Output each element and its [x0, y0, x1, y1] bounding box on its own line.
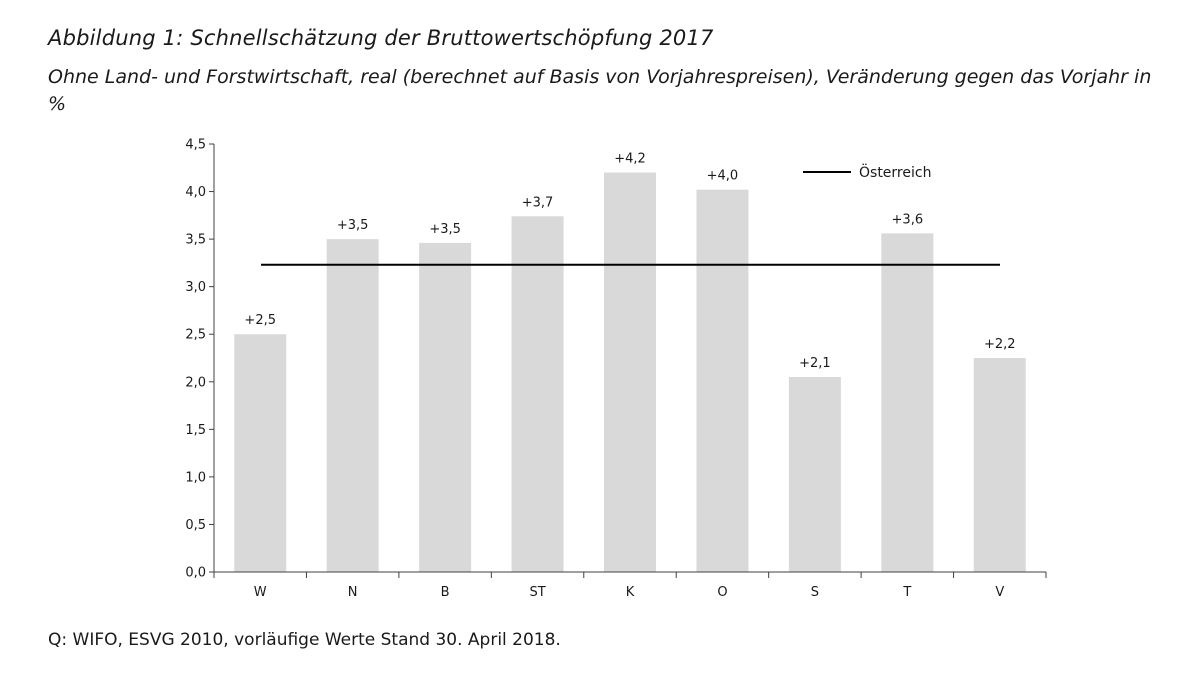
data-label: +4,2 — [614, 152, 646, 167]
bar-v — [973, 358, 1026, 572]
bar-st — [511, 216, 564, 573]
x-tick-label: B — [441, 585, 450, 600]
legend-label-oesterreich: Österreich — [859, 163, 931, 181]
y-tick-label: 0,5 — [185, 518, 206, 533]
chart-title: Abbildung 1: Schnellschätzung der Brutto… — [48, 26, 714, 50]
bar-t — [881, 233, 934, 572]
data-label: +3,7 — [522, 195, 554, 210]
bar-w — [234, 334, 287, 572]
y-tick-label: 2,0 — [185, 375, 206, 390]
data-label: +2,1 — [799, 356, 831, 371]
y-tick-label: 4,5 — [185, 138, 206, 153]
data-label: +3,6 — [892, 212, 924, 227]
bar-chart: 0,00,51,01,52,02,53,03,54,04,5W N B ST K O S T V… — [185, 138, 1047, 600]
x-tick-label: K — [626, 585, 635, 600]
data-label: +3,5 — [337, 218, 369, 233]
bar-k — [604, 172, 656, 573]
data-label: +4,0 — [707, 169, 739, 184]
y-tick-label: 1,0 — [185, 470, 206, 485]
y-tick-label: 0,0 — [185, 566, 206, 581]
data-label: +2,2 — [984, 337, 1016, 352]
x-tick-label: T — [902, 585, 911, 600]
y-tick-label: 3,5 — [185, 233, 206, 248]
x-tick-label: W — [254, 585, 267, 600]
bar-b — [419, 242, 472, 572]
x-tick-label: ST — [529, 585, 545, 600]
y-tick-label: 1,5 — [185, 423, 206, 438]
y-tick-label: 4,0 — [185, 185, 206, 200]
x-tick-label: O — [717, 585, 727, 600]
bar-s — [788, 377, 841, 572]
chart-subtitle: Ohne Land- und Forstwirtschaft, real (be… — [48, 66, 1152, 115]
source-note: Q: WIFO, ESVG 2010, vorläufige Werte Sta… — [48, 630, 561, 650]
y-tick-label: 3,0 — [185, 280, 206, 295]
x-tick-label: V — [995, 585, 1004, 600]
data-label: +2,5 — [244, 313, 276, 328]
y-tick-label: 2,5 — [185, 328, 206, 343]
data-label: +3,5 — [429, 222, 461, 237]
x-tick-label: N — [348, 585, 358, 600]
x-tick-label: S — [811, 585, 819, 600]
bar-o — [696, 189, 749, 573]
bar-n — [326, 239, 379, 572]
